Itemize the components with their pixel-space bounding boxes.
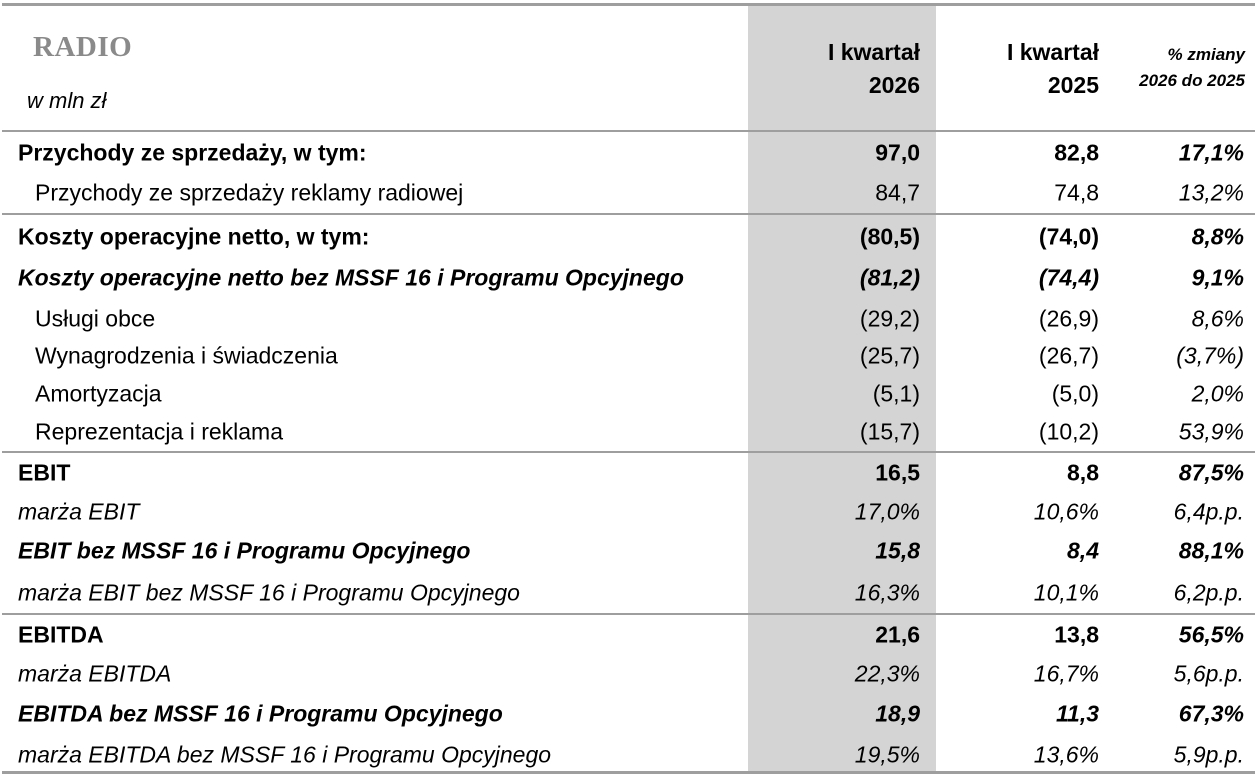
value-change: 56,5% [1178,621,1244,648]
table-row: marża EBITDA 22,3% 16,7% 5,6p.p. [0,655,1257,693]
table-row: EBIT bez MSSF 16 i Programu Opcyjnego 15… [0,532,1257,570]
table-row: EBITDA 21,6 13,8 56,5% [0,616,1257,654]
value-change: 5,6p.p. [1173,660,1244,687]
value-change: 17,1% [1178,139,1244,166]
row-label: Koszty operacyjne netto bez MSSF 16 i Pr… [18,264,684,291]
value-q1-2026: 16,5 [875,459,920,486]
value-change: 6,2p.p. [1173,579,1244,606]
table-row: EBIT 16,5 8,8 87,5% [0,454,1257,492]
table-row: Reprezentacja i reklama (15,7) (10,2) 53… [0,413,1257,451]
column-header-q1-2026-line1: I kwartał [827,39,920,65]
row-label: Reprezentacja i reklama [35,418,284,445]
value-q1-2025: 10,6% [1033,498,1099,525]
value-change: 8,8% [1191,223,1244,250]
value-q1-2025: 8,8 [1067,459,1099,486]
value-q1-2025: (26,9) [1038,305,1099,332]
row-label: Koszty operacyjne netto, w tym: [18,223,370,250]
rule-below-revenue [2,213,1255,215]
table-row: Przychody ze sprzedaży, w tym: 97,0 82,8… [0,134,1257,172]
value-change: 9,1% [1191,264,1244,291]
value-q1-2026: 22,3% [854,660,920,687]
value-q1-2025: (5,0) [1051,380,1099,407]
value-change: 87,5% [1178,459,1244,486]
value-change: 5,9p.p. [1173,741,1244,768]
table-bottom-rule [2,771,1255,774]
value-q1-2025: (26,7) [1038,342,1099,369]
value-q1-2025: 16,7% [1033,660,1099,687]
row-label: marża EBITDA bez MSSF 16 i Programu Opcy… [18,741,552,768]
row-label: Przychody ze sprzedaży reklamy radiowej [35,179,464,206]
value-change: 13,2% [1178,179,1244,206]
row-label: marża EBITDA [18,660,172,687]
row-label: EBIT bez MSSF 16 i Programu Opcyjnego [18,537,471,564]
table-top-rule [2,3,1255,6]
row-label: Amortyzacja [35,380,162,407]
table-row: Amortyzacja (5,1) (5,0) 2,0% [0,375,1257,413]
table-row: marża EBIT bez MSSF 16 i Programu Opcyjn… [0,574,1257,612]
value-q1-2026: 84,7 [875,179,920,206]
row-label: Wynagrodzenia i świadczenia [35,342,338,369]
value-change: 6,4p.p. [1173,498,1244,525]
value-q1-2025: (74,4) [1038,264,1099,291]
value-q1-2026: (5,1) [872,380,920,407]
value-change: 2,0% [1191,380,1244,407]
value-q1-2026: 15,8 [875,537,920,564]
column-header-change-line1: % zmiany [1167,45,1245,64]
value-q1-2025: 82,8 [1054,139,1099,166]
value-q1-2026: 17,0% [854,498,920,525]
table-row: marża EBIT 17,0% 10,6% 6,4p.p. [0,493,1257,531]
column-header-q1-2026: I kwartał 2026 [828,36,920,102]
value-change: 67,3% [1178,700,1244,727]
value-q1-2025: 74,8 [1054,179,1099,206]
value-q1-2025: (74,0) [1038,223,1099,250]
rule-below-ebit [2,613,1255,615]
value-q1-2025: 13,8 [1054,621,1099,648]
value-q1-2025: 11,3 [1055,700,1099,727]
value-change: 8,6% [1191,305,1244,332]
value-q1-2026: (29,2) [859,305,920,332]
value-q1-2025: 8,4 [1067,537,1099,564]
row-label: marża EBIT bez MSSF 16 i Programu Opcyjn… [18,579,520,606]
value-change: 53,9% [1178,418,1244,445]
row-label: Przychody ze sprzedaży, w tym: [18,139,367,166]
value-q1-2026: 18,9 [875,700,920,727]
rule-below-header [2,130,1255,132]
value-q1-2025: (10,2) [1038,418,1099,445]
value-change: 88,1% [1178,537,1244,564]
value-q1-2025: 10,1% [1033,579,1099,606]
row-label: EBIT [18,459,71,486]
value-q1-2026: 97,0 [875,139,920,166]
column-header-change: % zmiany 2026 do 2025 [1139,42,1245,94]
column-header-q1-2026-line2: 2026 [868,72,920,98]
rule-below-costs [2,451,1255,453]
row-label: EBITDA [18,621,104,648]
table-row: Usługi obce (29,2) (26,9) 8,6% [0,300,1257,338]
table-row: Koszty operacyjne netto bez MSSF 16 i Pr… [0,259,1257,297]
value-q1-2025: 13,6% [1033,741,1099,768]
value-q1-2026: 19,5% [854,741,920,768]
table-row: marża EBITDA bez MSSF 16 i Programu Opcy… [0,736,1257,774]
highlight-column-2026 [748,5,936,772]
table-row: Przychody ze sprzedaży reklamy radiowej … [0,174,1257,212]
value-q1-2026: (25,7) [859,342,920,369]
row-label: EBITDA bez MSSF 16 i Programu Opcyjnego [18,700,503,727]
value-q1-2026: (81,2) [859,264,920,291]
column-header-q1-2025-line1: I kwartał [1006,39,1099,65]
table-row: Wynagrodzenia i świadczenia (25,7) (26,7… [0,337,1257,375]
column-header-q1-2025-line2: 2025 [1047,72,1099,98]
table-title: RADIO [33,31,133,63]
value-q1-2026: 21,6 [875,621,920,648]
row-label: marża EBIT [18,498,140,525]
value-q1-2026: (15,7) [859,418,920,445]
column-header-q1-2025: I kwartał 2025 [1007,36,1099,102]
column-header-change-line2: 2026 do 2025 [1139,71,1245,90]
row-label: Usługi obce [35,305,156,332]
unit-label: w mln zł [27,88,107,113]
table-row: EBITDA bez MSSF 16 i Programu Opcyjnego … [0,695,1257,733]
value-q1-2026: (80,5) [859,223,920,250]
value-q1-2026: 16,3% [854,579,920,606]
value-change: (3,7%) [1176,342,1244,369]
table-row: Koszty operacyjne netto, w tym: (80,5) (… [0,218,1257,256]
